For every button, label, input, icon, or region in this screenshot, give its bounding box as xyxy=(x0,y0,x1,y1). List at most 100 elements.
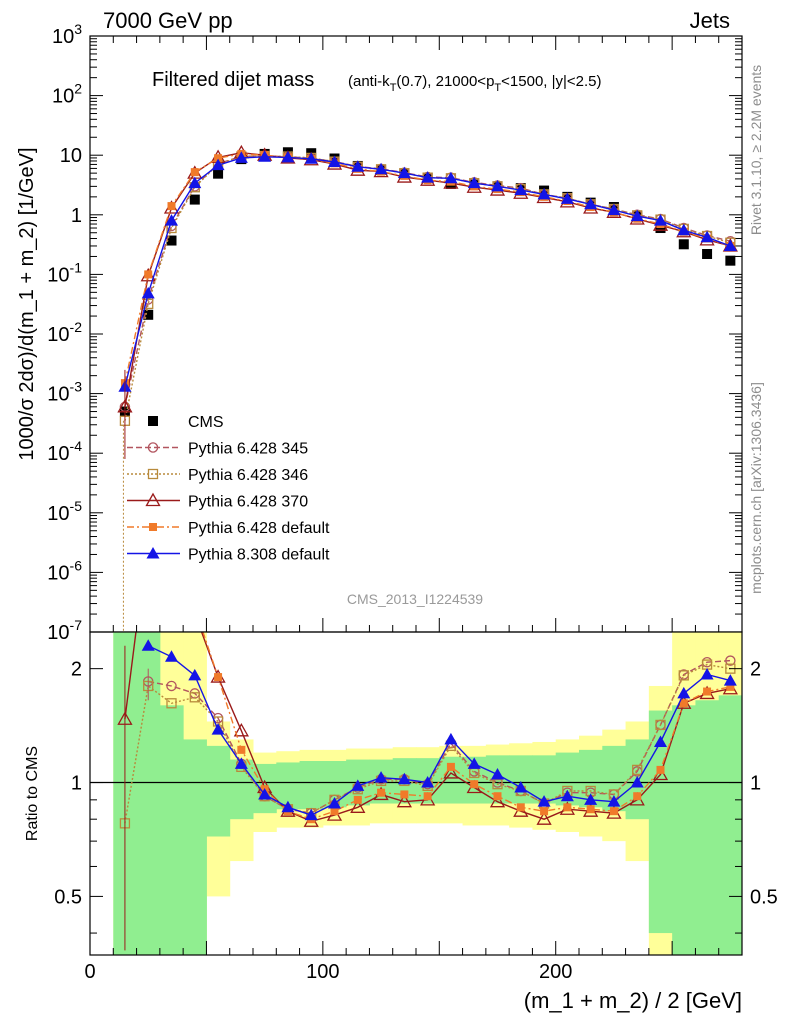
side-label-mcplots: mcplots.cern.ch [arXiv:1306.3436] xyxy=(748,382,764,594)
ratio-point xyxy=(723,674,737,686)
y-tick-label: 10-4 xyxy=(47,438,82,465)
main-frame xyxy=(89,35,743,633)
ratio-point xyxy=(560,789,574,802)
ratio-point xyxy=(536,811,552,825)
ratio-point xyxy=(726,682,735,691)
ratio-point xyxy=(423,792,432,801)
series-pythia-6-428-370 xyxy=(117,144,738,413)
series-line xyxy=(124,155,731,421)
data-point xyxy=(166,235,177,246)
legend-item: Pythia 6.428 370 xyxy=(127,492,308,511)
ratio-point xyxy=(679,699,688,708)
ratio-y-tick-label-left: 0.5 xyxy=(54,886,82,908)
ratio-point xyxy=(234,757,248,769)
data-point xyxy=(723,239,737,251)
data-point xyxy=(491,179,504,192)
series-line xyxy=(124,151,731,407)
ratio-y-tick-label-right: 0.5 xyxy=(750,886,778,908)
ratio-point xyxy=(700,668,714,680)
ratio-point xyxy=(396,793,412,808)
ratio-point xyxy=(444,732,458,745)
ratio-y-axis-label: Ratio to CMS xyxy=(24,746,41,841)
data-point xyxy=(190,168,199,177)
ratio-point xyxy=(397,772,411,785)
data-point xyxy=(165,214,178,226)
data-point xyxy=(258,150,272,162)
legend-marker xyxy=(149,523,157,531)
y-tick-label: 102 xyxy=(52,81,82,108)
data-point xyxy=(351,160,365,172)
ratio-point xyxy=(166,698,177,709)
ratio-point xyxy=(656,765,665,774)
x-axis-label: (m_1 + m_2) / 2 [GeV] xyxy=(524,988,742,1013)
legend-item: CMS xyxy=(148,414,224,431)
data-point xyxy=(304,152,318,164)
ratio-bands xyxy=(113,632,742,955)
ratio-point xyxy=(351,779,365,791)
data-point xyxy=(328,155,341,167)
svg-text:mcplots.cern.ch [arXiv:1306.34: mcplots.cern.ch [arXiv:1306.3436] xyxy=(748,382,764,594)
band-inner xyxy=(206,745,231,837)
band-inner xyxy=(229,759,254,820)
band-inner xyxy=(183,739,207,955)
data-point xyxy=(214,154,223,163)
data-point xyxy=(397,166,411,179)
chart-subtitle: (anti-kT(0.7), 21000<pT<1500, |y|<2.5) xyxy=(348,73,602,94)
ratio-point xyxy=(446,762,455,771)
ratio-point xyxy=(703,687,712,696)
ratio-point xyxy=(725,655,736,666)
legend-marker xyxy=(145,492,161,507)
ratio-point xyxy=(586,805,595,814)
header-left: 7000 GeV pp xyxy=(103,8,233,33)
legend-marker xyxy=(148,416,158,426)
data-point xyxy=(421,171,435,183)
legend-label: Pythia 6.428 346 xyxy=(188,467,308,484)
data-point xyxy=(537,187,551,200)
data-point xyxy=(144,270,153,279)
data-point xyxy=(654,214,667,226)
ratio-point xyxy=(654,735,667,747)
ratio-point xyxy=(189,692,200,703)
ratio-point xyxy=(377,788,386,797)
legend-marker xyxy=(147,468,159,480)
ratio-point xyxy=(258,787,272,800)
data-point xyxy=(234,151,248,163)
legend-label: Pythia 6.428 345 xyxy=(188,441,308,458)
ratio-y-tick-label-left: 1 xyxy=(71,773,82,795)
ratio-point xyxy=(514,781,528,793)
data-point xyxy=(700,230,714,243)
series-line xyxy=(124,153,731,384)
ratio-point xyxy=(678,670,689,681)
legend-marker xyxy=(146,547,160,559)
legend-marker xyxy=(147,442,159,453)
data-point xyxy=(607,203,621,216)
main-panel: 10310210110-110-210-310-410-510-610-7100… xyxy=(16,21,743,644)
band-inner xyxy=(159,705,184,955)
ratio-point xyxy=(443,765,459,779)
x-tick-label: 200 xyxy=(539,961,572,983)
ratio-point xyxy=(353,795,362,804)
data-point xyxy=(444,171,458,184)
data-point xyxy=(213,168,224,179)
ratio-series-group xyxy=(117,559,738,951)
legend-item: Pythia 6.428 default xyxy=(127,520,330,537)
band-inner xyxy=(136,632,161,955)
chart-title: Filtered dijet mass xyxy=(152,69,314,91)
ratio-point xyxy=(655,719,666,731)
ratio-point xyxy=(400,790,409,799)
ratio-point xyxy=(677,686,691,699)
ratio-point xyxy=(165,650,178,662)
ratio-point xyxy=(211,723,225,735)
ratio-point xyxy=(491,768,504,780)
ratio-point xyxy=(141,639,155,651)
legend-item: Pythia 8.308 default xyxy=(127,547,330,564)
ratio-point xyxy=(165,570,178,582)
band-inner xyxy=(648,710,673,934)
data-point xyxy=(702,248,713,259)
series-line xyxy=(124,155,731,407)
legend-item: Pythia 6.428 345 xyxy=(127,441,308,458)
y-tick-label: 10-7 xyxy=(47,617,82,644)
ratio-point xyxy=(168,559,176,567)
y-tick-label: 10-3 xyxy=(47,379,82,406)
y-axis-label: 1000/σ 2dσ)/d(m_1 + m_2) [1/GeV] xyxy=(16,147,38,460)
